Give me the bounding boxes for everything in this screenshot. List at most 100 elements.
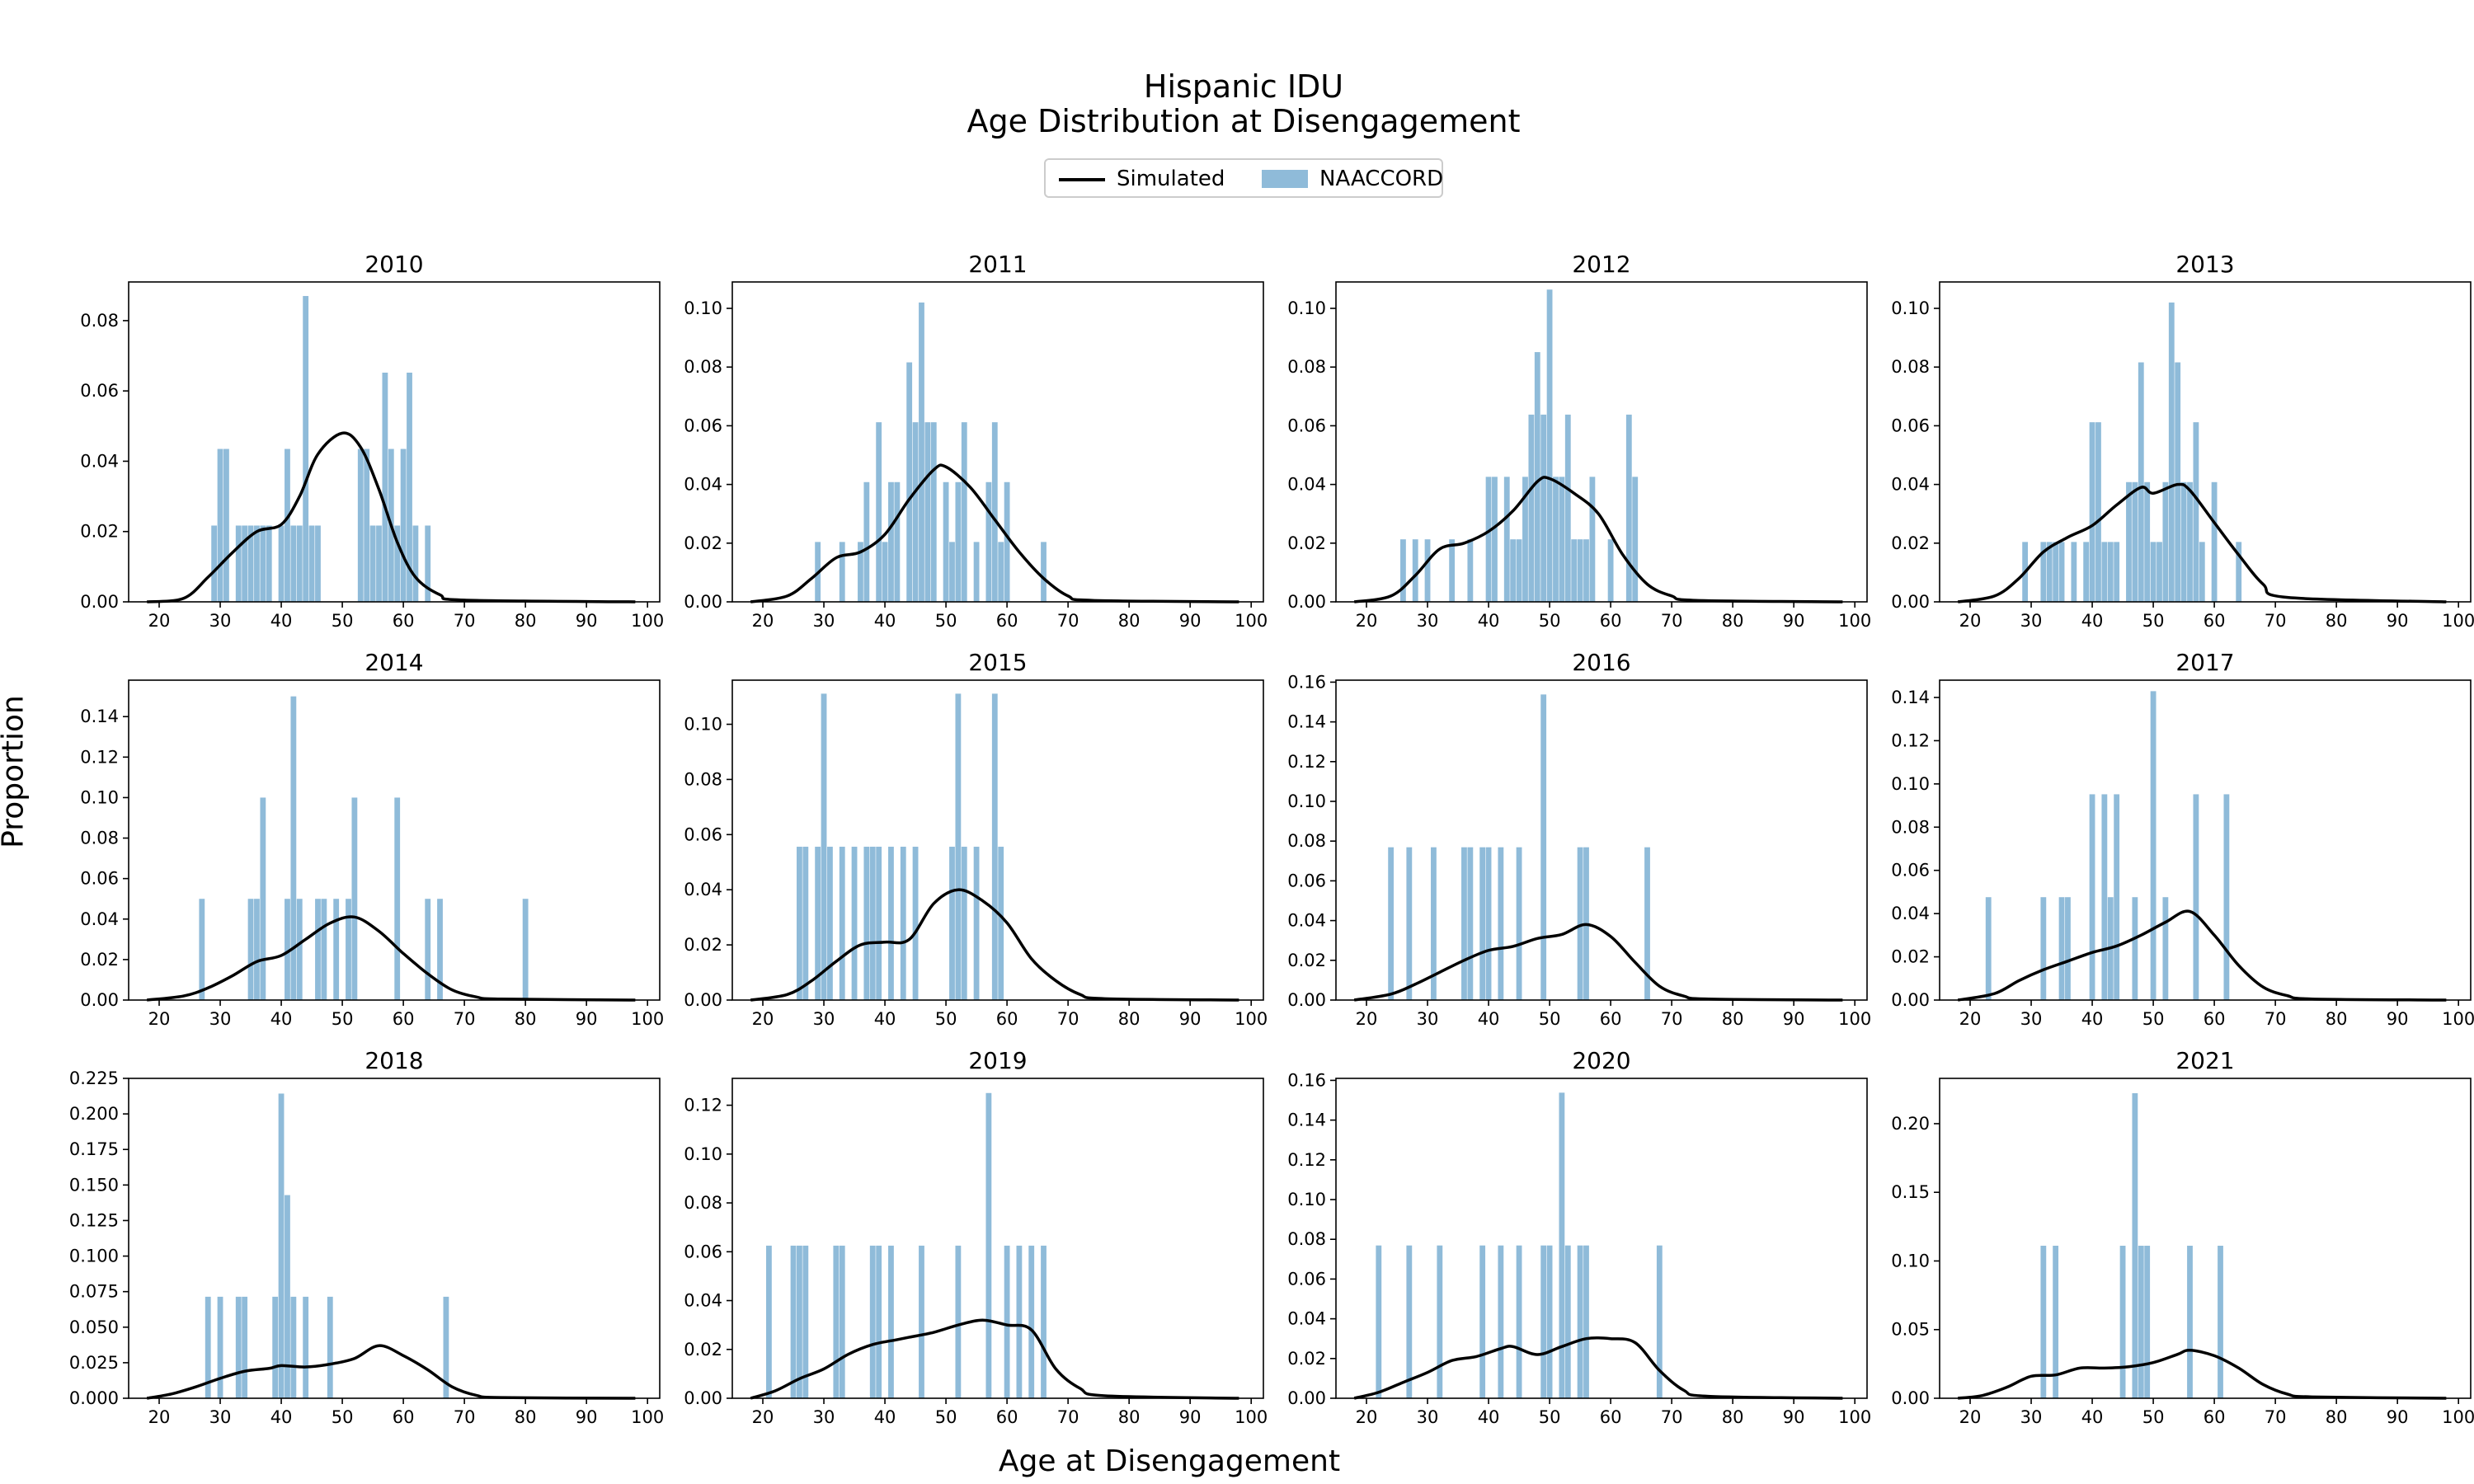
y-tick-label: 0.150 (69, 1175, 119, 1195)
histogram-bar (223, 448, 229, 602)
y-tick-label: 0.200 (69, 1104, 119, 1124)
subplot-2018: 2018 20 30 40 50 60 70 80 90 100 0.000 0.025 0.050 0.… (69, 1047, 664, 1427)
simulated-density-line (750, 463, 1239, 603)
subplot-title: 2021 (2175, 1047, 2234, 1074)
histogram-bar (973, 847, 980, 1000)
histogram-bar (2126, 481, 2132, 602)
x-tick-label: 80 (515, 1009, 537, 1029)
x-tick-label: 50 (935, 611, 957, 631)
x-tick-label: 20 (1356, 1009, 1378, 1029)
y-tick-label: 0.10 (684, 1144, 722, 1164)
histogram-bar (1577, 1245, 1583, 1398)
histogram-bar (2040, 1245, 2047, 1398)
histogram-bar (2089, 794, 2095, 1000)
x-axis-label: Age at Disengagement (998, 1444, 1341, 1478)
x-tick-label: 40 (2081, 611, 2104, 631)
x-tick-label: 50 (1539, 1009, 1561, 1029)
x-tick-label: 40 (270, 611, 293, 631)
histogram-bar (973, 542, 980, 602)
x-tick-label: 50 (332, 1407, 354, 1427)
histogram-bar (247, 525, 254, 602)
x-tick-label: 30 (1417, 1407, 1439, 1427)
histogram-bar (2089, 422, 2095, 602)
histogram-bar (2114, 794, 2120, 1000)
histogram-bar (991, 422, 998, 602)
histogram-bar (1479, 1245, 1486, 1398)
y-tick-label: 0.00 (1891, 1388, 1930, 1408)
histogram-bar (821, 693, 827, 1000)
histogram-bar (1516, 847, 1522, 1000)
y-tick-label: 0.10 (1891, 298, 1930, 318)
histogram-bar (1540, 694, 1547, 1000)
x-tick-label: 60 (2204, 1407, 2226, 1427)
y-tick-label: 0.06 (1891, 861, 1930, 881)
x-tick-label: 20 (1959, 1407, 1982, 1427)
histogram-bar (2187, 481, 2193, 602)
y-tick-label: 0.02 (1287, 951, 1326, 970)
y-tick-label: 0.10 (1287, 791, 1326, 811)
histogram-bar (2040, 897, 2047, 1000)
histogram-bar (1406, 847, 1413, 1000)
histogram-bar (1553, 477, 1559, 602)
subplot-2017: 2017 20 30 40 50 60 70 80 90 100 0.00 0.02 0.04 0.06 0… (1891, 649, 2474, 1029)
subplot-title: 2013 (2175, 251, 2234, 278)
subplot-2013: 2013 20 30 40 50 60 70 80 90 100 0.00 0.02 0.04 0.06 0… (1891, 251, 2474, 631)
x-tick-label: 100 (1235, 1407, 1268, 1427)
histogram-bar (888, 1245, 894, 1398)
y-tick-label: 0.06 (684, 416, 722, 435)
y-tick-label: 0.08 (80, 311, 119, 331)
histogram-bar (912, 847, 919, 1000)
x-tick-label: 100 (2442, 1009, 2474, 1029)
x-tick-label: 50 (1539, 1407, 1561, 1427)
y-tick-label: 0.14 (1287, 1111, 1326, 1130)
histogram-bar (2193, 422, 2199, 602)
x-tick-label: 70 (2265, 1009, 2287, 1029)
subplot-2011: 2011 20 30 40 50 60 70 80 90 100 0.00 0.02 0.04 0.06 0… (684, 251, 1268, 631)
histogram-bar (797, 1245, 802, 1398)
histogram-bar (876, 1245, 882, 1398)
histogram-bar (888, 481, 894, 602)
histogram-bar (839, 847, 845, 1000)
histogram-bar (802, 1245, 809, 1398)
histogram-bar (2223, 794, 2230, 1000)
x-tick-label: 90 (576, 611, 598, 631)
x-tick-label: 40 (874, 1407, 896, 1427)
histogram-bar (858, 542, 863, 602)
x-tick-label: 70 (454, 1407, 476, 1427)
x-tick-label: 60 (2204, 611, 2226, 631)
histogram-bar (235, 525, 242, 602)
histogram-bar (285, 448, 290, 602)
plot-frame (1939, 1078, 2472, 1399)
histogram-bar (321, 899, 327, 1000)
x-tick-label: 50 (332, 611, 354, 631)
histogram-bar (833, 1245, 840, 1398)
x-tick-label: 40 (874, 1009, 896, 1029)
subplot-2015: 2015 20 30 40 50 60 70 80 90 100 0.00 0.02 0.04 0.06 0… (684, 649, 1268, 1029)
histogram-bar (1437, 1245, 1443, 1398)
histogram-bar (296, 899, 303, 1000)
histogram-bar (303, 1296, 309, 1398)
histogram-bar (876, 847, 882, 1000)
y-tick-label: 0.02 (684, 935, 722, 955)
x-tick-label: 30 (2020, 1009, 2043, 1029)
x-tick-label: 90 (576, 1407, 598, 1427)
y-tick-label: 0.08 (684, 1193, 722, 1213)
histogram-bar (1028, 1245, 1035, 1398)
histogram-bar (863, 847, 870, 1000)
y-tick-label: 0.125 (69, 1210, 119, 1230)
x-tick-label: 60 (996, 1407, 1018, 1427)
histogram-bar (351, 797, 358, 1000)
x-tick-label: 40 (2081, 1407, 2104, 1427)
histogram-bar (308, 525, 315, 602)
x-tick-label: 90 (1783, 1407, 1805, 1427)
histogram-bar (1564, 414, 1571, 602)
x-tick-label: 60 (996, 1009, 1018, 1029)
histogram-bar (1004, 481, 1010, 602)
figure-title-line2: Age Distribution at Disengagement (967, 103, 1521, 139)
histogram-bar (2150, 691, 2157, 1000)
y-tick-label: 0.10 (1287, 298, 1326, 318)
x-tick-label: 90 (2387, 611, 2409, 631)
histogram-bar (315, 899, 321, 1000)
x-tick-label: 60 (393, 611, 415, 631)
x-tick-label: 70 (454, 611, 476, 631)
